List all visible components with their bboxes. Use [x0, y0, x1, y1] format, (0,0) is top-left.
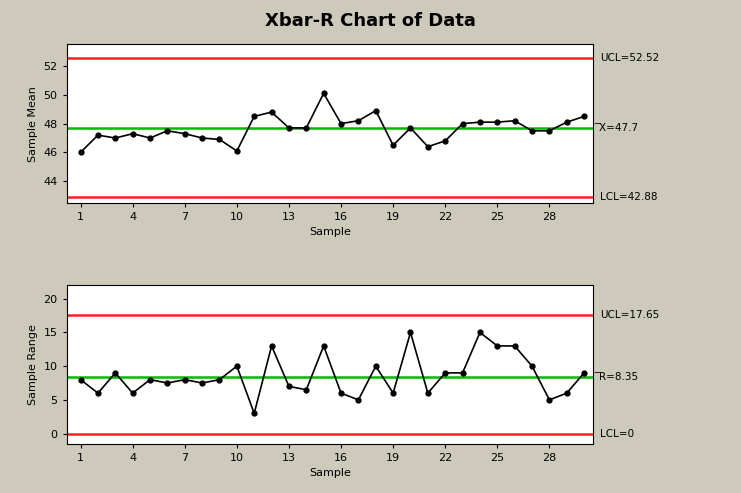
Text: ̅R=8.35: ̅R=8.35 — [599, 372, 639, 382]
Text: LCL=0: LCL=0 — [599, 428, 634, 439]
Y-axis label: Sample Range: Sample Range — [28, 324, 38, 405]
Text: LCL=42.88: LCL=42.88 — [599, 192, 657, 202]
Text: UCL=52.52: UCL=52.52 — [599, 53, 659, 64]
X-axis label: Sample: Sample — [309, 468, 350, 478]
Text: UCL=17.65: UCL=17.65 — [599, 310, 659, 319]
Text: ̅X=47.7: ̅X=47.7 — [599, 123, 639, 133]
Text: Xbar-R Chart of Data: Xbar-R Chart of Data — [265, 12, 476, 31]
X-axis label: Sample: Sample — [309, 227, 350, 238]
Y-axis label: Sample Mean: Sample Mean — [28, 86, 38, 162]
